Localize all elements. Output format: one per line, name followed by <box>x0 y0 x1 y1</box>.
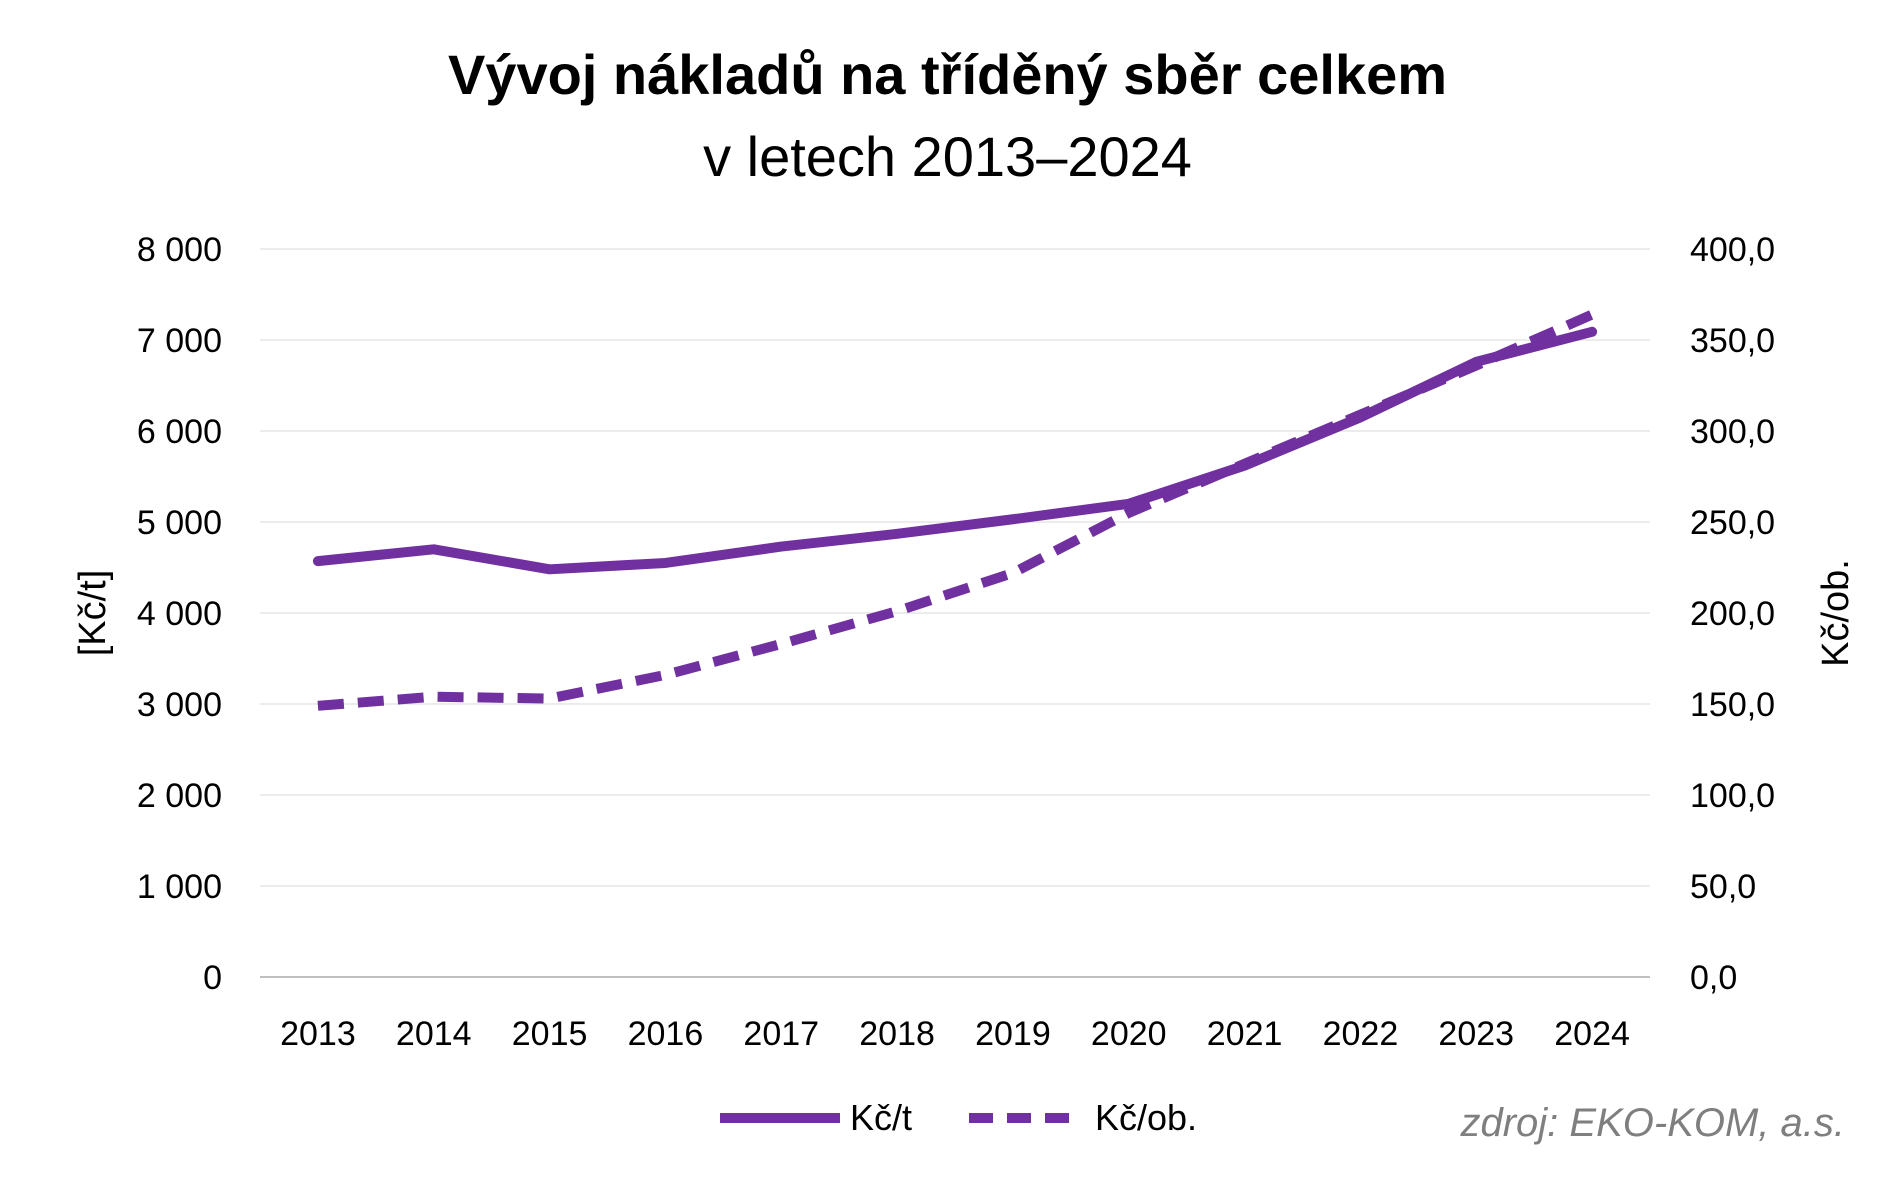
y-right-tick-label: 0,0 <box>1690 959 1737 997</box>
x-tick-label: 2016 <box>628 1015 704 1053</box>
data-point-kc-t <box>1012 519 1013 520</box>
legend-swatch-dashed <box>969 1113 1083 1123</box>
data-point-kc-ob <box>781 643 782 644</box>
legend-item-kc-ob: Kč/ob. <box>965 1088 1197 1148</box>
series-line-kc-t <box>312 326 1598 575</box>
y-right-tick-label: 300,0 <box>1690 413 1775 451</box>
data-point-kc-ob <box>1476 365 1477 366</box>
y-left-tick-label: 5 000 <box>137 504 222 542</box>
y-right-axis-label: Kč/ob. <box>1815 559 1857 667</box>
source-note: zdroj: EKO-KOM, a.s. <box>1460 1101 1845 1145</box>
legend-label-kc-ob: Kč/ob. <box>1095 1097 1198 1138</box>
data-point-kc-t <box>1128 503 1129 504</box>
x-tick-label: 2017 <box>743 1015 819 1053</box>
x-tick-label: 2019 <box>975 1015 1051 1053</box>
data-point-kc-ob <box>1244 463 1245 464</box>
data-point-kc-ob <box>897 611 898 612</box>
x-tick-label: 2022 <box>1323 1015 1399 1053</box>
legend-swatch-solid <box>720 1113 840 1123</box>
x-tick-label: 2015 <box>512 1015 588 1053</box>
y-left-tick-label: 7 000 <box>137 322 222 360</box>
y-left-tick-label: 8 000 <box>137 231 222 269</box>
y-left-tick-label: 1 000 <box>137 868 222 906</box>
data-point-kc-ob <box>1012 572 1013 573</box>
y-left-tick-label: 3 000 <box>137 686 222 724</box>
data-point-kc-ob <box>665 674 666 675</box>
x-tick-label: 2023 <box>1438 1015 1514 1053</box>
data-point-kc-ob <box>1592 314 1593 315</box>
data-point-kc-t <box>665 562 666 563</box>
y-right-tick-label: 150,0 <box>1690 686 1775 724</box>
y-left-tick-label: 2 000 <box>137 777 222 815</box>
y-right-tick-label: 400,0 <box>1690 231 1775 269</box>
y-left-tick-label: 6 000 <box>137 413 222 451</box>
chart-title: Vývoj nákladů na tříděný sběr celkem <box>447 43 1448 106</box>
series-line-kc-ob <box>317 309 1595 711</box>
x-tick-label: 2013 <box>280 1015 356 1053</box>
data-point-kc-t <box>781 546 782 547</box>
y-right-tick-label: 250,0 <box>1690 504 1775 542</box>
data-point-kc-ob <box>549 698 550 699</box>
legend-item-kc-t: Kč/t <box>720 1088 912 1148</box>
chart-subtitle: v letech 2013–2024 <box>703 125 1192 188</box>
data-point-kc-t <box>317 561 318 562</box>
y-right-tick-label: 200,0 <box>1690 595 1775 633</box>
y-left-tick-label: 0 <box>203 959 222 997</box>
x-tick-label: 2024 <box>1554 1015 1630 1053</box>
x-tick-label: 2021 <box>1207 1015 1283 1053</box>
data-point-kc-ob <box>317 705 318 706</box>
data-point-kc-t <box>549 569 550 570</box>
y-right-tick-label: 100,0 <box>1690 777 1775 815</box>
x-tick-label: 2018 <box>859 1015 935 1053</box>
data-point-kc-t <box>1592 331 1593 332</box>
y-left-axis-label: [Kč/t] <box>72 570 114 657</box>
x-tick-label: 2014 <box>396 1015 472 1053</box>
data-point-kc-t <box>897 533 898 534</box>
data-point-kc-ob <box>1128 512 1129 513</box>
data-point-kc-ob <box>1360 414 1361 415</box>
y-right-tick-label: 50,0 <box>1690 868 1756 906</box>
y-left-tick-label: 4 000 <box>137 595 222 633</box>
x-tick-label: 2020 <box>1091 1015 1167 1053</box>
y-right-tick-label: 350,0 <box>1690 322 1775 360</box>
data-point-kc-t <box>433 549 434 550</box>
data-point-kc-ob <box>433 696 434 697</box>
legend-label-kc-t: Kč/t <box>850 1097 913 1138</box>
